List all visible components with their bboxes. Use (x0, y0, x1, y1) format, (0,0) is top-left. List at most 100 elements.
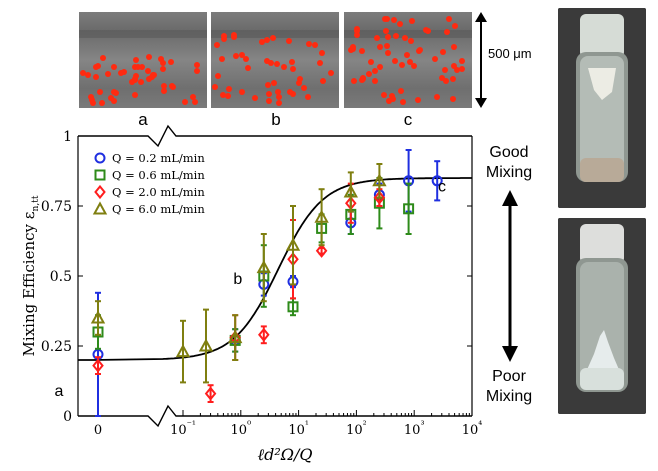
particle-dot (358, 47, 365, 54)
particle-dot (366, 70, 373, 77)
data-point (90, 310, 106, 324)
particle-dot (138, 63, 145, 70)
particle-dot (99, 99, 106, 106)
particle-dot (93, 73, 100, 80)
particle-dot (450, 43, 457, 50)
legend-marker (92, 201, 108, 215)
particle-dot (318, 49, 325, 56)
particle-dot (263, 57, 270, 64)
particle-dot (373, 34, 380, 41)
x-tick-label: 10² (346, 420, 367, 438)
particle-dot (459, 66, 466, 73)
data-point (204, 386, 217, 401)
x-tick-label: 10⁰ (231, 420, 252, 438)
particle-dot (111, 89, 118, 96)
particle-dot (243, 56, 250, 63)
micrograph-panel-c (344, 12, 472, 108)
legend-entry: Q = 0.6 mL/min (112, 168, 205, 182)
particle-dot (104, 71, 111, 78)
particle-dot (276, 99, 283, 106)
particle-dot (160, 83, 167, 90)
particle-dot (351, 77, 358, 84)
particle-dot (400, 99, 407, 106)
particle-dot (157, 56, 164, 63)
particle-dot (290, 91, 297, 98)
particle-dot (402, 35, 409, 42)
particle-dot (146, 75, 153, 82)
particle-dot (319, 78, 326, 85)
particle-dot (244, 65, 251, 72)
particle-dot (380, 92, 387, 99)
x-tick-label: 0 (94, 423, 102, 438)
x-tick-label: 10⁴ (462, 420, 483, 438)
particle-dot (218, 56, 225, 63)
particle-dot (443, 29, 450, 36)
particle-dot (317, 60, 324, 67)
particle-dot (238, 88, 245, 95)
good-mixing-line2: Mixing (485, 164, 533, 181)
particle-dot (270, 35, 277, 42)
particle-dot (431, 56, 438, 63)
particle-dot (132, 63, 139, 70)
particle-dot (383, 16, 390, 23)
annotation-a: a (54, 383, 63, 400)
particle-dot (159, 60, 166, 67)
particle-dot (452, 22, 459, 29)
data-point (228, 330, 243, 344)
particle-dot (446, 16, 453, 23)
micrograph-panel-a (79, 12, 207, 108)
particle-dot (371, 68, 378, 75)
y-tick-label: 0.5 (50, 269, 72, 285)
particle-dot (225, 93, 232, 100)
particle-dot (274, 60, 281, 67)
data-point (256, 260, 271, 274)
particle-dot (226, 86, 232, 93)
particle-dot (377, 44, 384, 51)
particle-dot (266, 97, 272, 104)
particle-dot (137, 79, 144, 86)
particle-dot (434, 93, 441, 100)
particle-dot (408, 37, 415, 44)
particle-dot (159, 65, 166, 72)
particle-dot (438, 74, 445, 81)
particle-dot (259, 39, 266, 46)
particle-dot (131, 92, 138, 99)
annotation-c: c (438, 178, 446, 195)
legend-entry: Q = 2.0 mL/min (112, 185, 205, 199)
data-point (315, 243, 328, 258)
particle-dot (133, 73, 140, 80)
particle-dot (100, 54, 107, 61)
particle-dot (220, 36, 227, 43)
particle-dot (270, 79, 277, 86)
y-tick-label: 0.75 (41, 199, 72, 215)
particle-dot (359, 75, 366, 82)
x-axis-top (78, 124, 472, 148)
legend-marker (94, 152, 106, 164)
particle-dot (191, 98, 198, 105)
particle-dot (182, 98, 188, 105)
particle-dot (410, 62, 417, 69)
particle-dot (145, 53, 152, 60)
particle-dot (193, 67, 200, 74)
particle-dot (408, 18, 415, 25)
particle-dot (443, 78, 450, 84)
particle-dot (133, 56, 140, 63)
particle-dot (89, 99, 96, 106)
particle-dot (398, 61, 405, 68)
particle-dot (327, 69, 334, 76)
particle-dot (79, 69, 86, 76)
particle-dot (149, 73, 156, 80)
data-point (198, 338, 214, 352)
particle-dot (312, 41, 319, 48)
poor-mixing-label: Poor Mixing (469, 367, 549, 407)
particle-dot (263, 36, 270, 43)
good-mixing-label: Good Mixing (469, 143, 549, 183)
particle-dot (390, 16, 397, 23)
scale-arrow-icon (475, 12, 487, 108)
particle-dot (107, 94, 114, 101)
particle-dot (251, 95, 258, 102)
data-point (373, 190, 386, 205)
particle-dot (135, 63, 142, 70)
y-tick-label: 0.25 (41, 339, 72, 355)
particle-dot (301, 85, 308, 92)
